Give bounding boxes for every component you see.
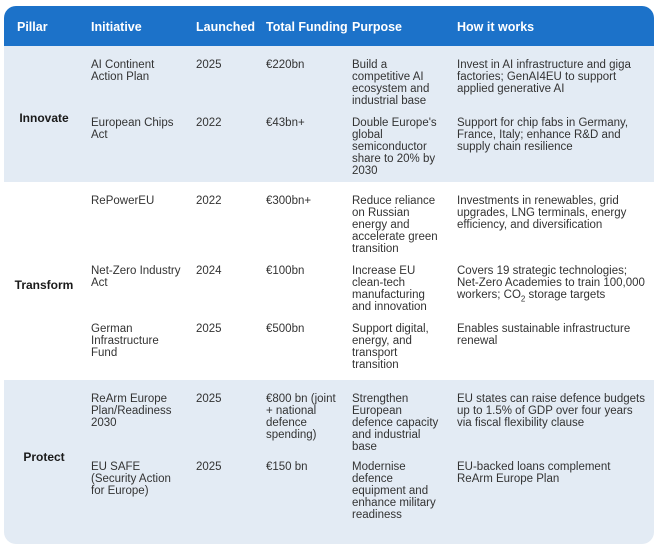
header-purpose: Purpose [352,20,403,34]
header-funding: Total Funding [266,20,348,34]
group-transform: Transform RePowerEU 2022 €300bn+ Reduce … [4,182,654,380]
pillar-label: Protect [23,450,65,464]
purpose-cell: Increase EU clean-tech manufacturing and… [352,265,427,313]
how-cell: EU-backed loans complement ReArm Europe … [457,461,611,485]
how-cell: Investments in renewables, grid upgrades… [457,195,627,231]
funding-cell: €800 bn (joint + national defence spendi… [266,393,336,441]
how-cell: Covers 19 strategic technologies; Net-Ze… [457,265,647,304]
funding-cell: €500bn [266,323,305,335]
initiative-cell: European Chips Act [91,117,174,141]
launched-cell: 2025 [196,59,222,71]
launched-cell: 2022 [196,195,222,207]
initiative-cell: ReArm Europe Plan/Readiness 2030 [91,393,172,429]
initiative-cell: AI Continent Action Plan [91,59,155,83]
purpose-cell: Double Europe's global semiconductor sha… [352,117,437,177]
funding-cell: €220bn [266,59,305,71]
purpose-cell: Build a competitive AI ecosystem and ind… [352,59,430,107]
purpose-cell: Reduce reliance on Russian energy and ac… [352,195,438,255]
launched-cell: 2025 [196,393,222,405]
how-cell: EU states can raise defence budgets up t… [457,393,645,429]
initiative-cell: Net-Zero Industry Act [91,265,181,289]
purpose-cell: Strengthen European defence capacity and… [352,393,439,453]
group-innovate: Innovate AI Continent Action Plan 2025 €… [4,46,654,182]
header-launched: Launched [196,20,256,34]
how-text: Covers 19 strategic technologies; Net-Ze… [457,265,645,301]
pillar-label: Innovate [19,111,69,125]
header-pillar: Pillar [17,20,48,34]
launched-cell: 2025 [196,323,222,335]
funding-cell: €100bn [266,265,305,277]
header-how: How it works [457,20,535,34]
pillar-label: Transform [14,278,74,292]
how-cell: Invest in AI infrastructure and giga fac… [457,59,631,95]
purpose-cell: Support digital, energy, and transport t… [352,323,429,371]
launched-cell: 2024 [196,265,222,277]
funding-table: Pillar Initiative Launched Total Funding… [4,6,654,544]
how-cell: Enables sustainable infrastructure renew… [457,323,631,347]
header-initiative: Initiative [91,20,142,34]
initiative-cell: German Infrastructure Fund [91,323,159,359]
how-text-tail: storage targets [525,289,606,301]
initiative-cell: EU SAFE (Security Action for Europe) [91,461,171,497]
group-protect: Protect ReArm Europe Plan/Readiness 2030… [4,380,654,544]
table-header: Pillar Initiative Launched Total Funding… [4,6,654,46]
launched-cell: 2025 [196,461,222,473]
funding-cell: €150 bn [266,461,308,473]
initiative-cell: RePowerEU [91,195,155,207]
funding-cell: €43bn+ [266,117,305,129]
how-cell: Support for chip fabs in Germany, France… [457,117,629,153]
purpose-cell: Modernise defence equipment and enhance … [352,461,436,521]
launched-cell: 2022 [196,117,222,129]
funding-cell: €300bn+ [266,195,312,207]
subscript-2: 2 [520,294,526,304]
